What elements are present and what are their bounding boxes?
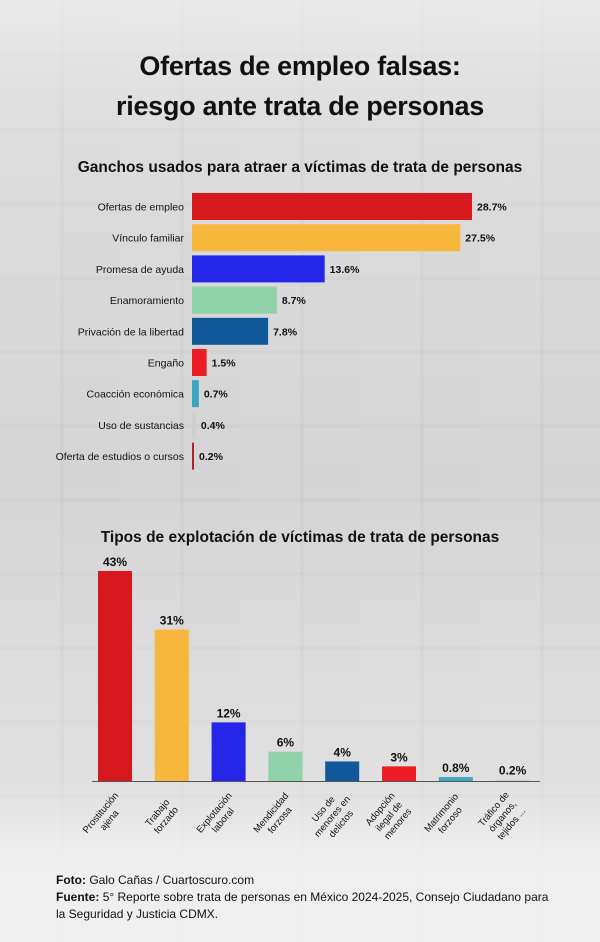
vbar-value-label-adopcion-ilegal-de-menores: 3% [390,750,408,764]
main-title: Ofertas de empleo falsas: riesgo ante tr… [0,46,600,126]
photo-credit-label: Foto: [56,873,86,887]
vbar-bar-matrimonio-forzoso [438,777,473,781]
vbar-value-label-prostitucion-ajena: 43% [103,555,127,569]
hbar-category-label-uso-de-sustancias: Uso de sustancias [98,420,184,432]
hbar-category-label-enamoramiento: Enamoramiento [110,295,184,307]
hbar-bar-promesa-de-ayuda [192,255,325,283]
hbar-bar-uso-de-sustancias [192,411,196,439]
main-title-line2: riesgo ante trata de personas [116,91,484,121]
vbar-bar-trafico-de-organos-tejidos [495,779,530,781]
vbar-bar-trabajo-forzado [154,629,189,781]
svg-text:Explotaciónlaboral: Explotaciónlaboral [195,791,244,843]
vbar-value-label-trabajo-forzado: 31% [160,614,184,628]
hbar-category-label-oferta-de-estudios-o-cursos: Oferta de estudios o cursos [56,451,184,463]
hbar-bar-privacion-de-la-libertad [192,317,269,345]
hbar-value-label-uso-de-sustancias: 0.4% [201,420,226,432]
svg-text:Matrimonioforzoso: Matrimonioforzoso [422,792,469,842]
photo-credit: Foto: Galo Cañas / Cuartoscuro.com [56,872,556,889]
vbar-value-label-explotacion-laboral: 12% [217,706,241,720]
vbar-value-label-mendicidad-forzosa: 6% [277,736,295,750]
hbar-category-label-coaccion-economica: Coacción económica [87,389,185,401]
vbar-category-label-trabajo-forzado: Trabajoforzado [143,797,181,836]
main-title-line1: Ofertas de empleo falsas: [139,51,461,81]
vbar-value-label-trafico-de-organos-tejidos: 0.2% [499,764,527,778]
hbar-value-label-oferta-de-estudios-o-cursos: 0.2% [199,451,224,463]
svg-text:Trabajoforzado: Trabajoforzado [143,797,181,836]
hbar-category-label-ofertas-de-empleo: Ofertas de empleo [98,202,185,214]
vbar-category-label-trafico-de-organos-tejidos: Tráfico deórganos,tejidos ... [476,790,529,844]
vbar-chart-title: Tipos de explotación de víctimas de trat… [100,529,500,546]
hbar-value-label-engano: 1.5% [212,358,237,370]
vbar-category-label-explotacion-laboral: Explotaciónlaboral [195,791,244,843]
svg-text:Mendicidadforzosa: Mendicidadforzosa [252,791,300,843]
vbar-bar-uso-de-menores-en-delictos [325,761,360,781]
vbar-category-label-adopcion-ilegal-de-menores: Adopciónilegal demenores [364,791,416,843]
hbar-chart: Ofertas de empleo 28.7% Vínculo familiar 27… [56,193,507,470]
svg-text:Uso demenores endelictos: Uso demenores endelictos [303,787,361,847]
hbar-bar-oferta-de-estudios-o-cursos [192,442,194,470]
source-credit: Fuente: 5° Reporte sobre trata de person… [56,889,556,923]
footer: Foto: Galo Cañas / Cuartoscuro.com Fuent… [56,872,556,923]
source-credit-label: Fuente: [56,890,100,904]
vbar-category-label-mendicidad-forzosa: Mendicidadforzosa [252,791,300,843]
hbar-bar-enamoramiento [192,286,277,314]
hbar-value-label-enamoramiento: 8.7% [282,295,307,307]
hbar-category-label-privacion-de-la-libertad: Privación de la libertad [78,326,184,338]
hbar-category-label-engano: Engaño [148,358,184,370]
hbar-value-label-privacion-de-la-libertad: 7.8% [273,326,298,338]
hbar-category-label-vinculo-familiar: Vínculo familiar [112,233,184,245]
photo-credit-text: Galo Cañas / Cuartoscuro.com [89,873,255,887]
hbar-chart-title: Ganchos usados para atraer a víctimas de… [77,159,523,176]
hbar-bar-ofertas-de-empleo [192,193,472,220]
hbar-value-label-coaccion-economica: 0.7% [204,389,229,401]
vbar-category-label-matrimonio-forzoso: Matrimonioforzoso [422,792,469,842]
vbar-category-label-prostitucion-ajena: Prostituciónajena [81,791,130,843]
vbar-value-label-matrimonio-forzoso: 0.8% [442,761,470,775]
hbar-bar-coaccion-economica [192,380,199,408]
vbar-bar-explotacion-laboral [211,722,246,781]
vbar-bar-prostitucion-ajena [98,571,132,781]
svg-text:Adopciónilegal demenores: Adopciónilegal demenores [364,791,416,843]
hbar-value-label-vinculo-familiar: 27.5% [465,233,495,245]
vbar-bar-mendicidad-forzosa [268,751,303,781]
svg-text:Tráfico deórganos,tejidos ...: Tráfico deórganos,tejidos ... [476,790,529,844]
vbar-bar-adopcion-ilegal-de-menores [382,766,416,781]
hbar-bar-vinculo-familiar [192,224,461,252]
vbar-category-label-uso-de-menores-en-delictos: Uso demenores endelictos [303,787,361,847]
hbar-category-label-promesa-de-ayuda: Promesa de ayuda [96,264,184,276]
source-credit-text: 5° Reporte sobre trata de personas en Mé… [56,890,549,921]
svg-text:Prostituciónajena: Prostituciónajena [81,791,130,843]
vbar-chart: 43% Prostituciónajena 31% Trabajoforzado 12%… [81,555,540,847]
hbar-bar-engano [192,349,207,376]
hbar-value-label-promesa-de-ayuda: 13.6% [330,264,360,276]
hbar-value-label-ofertas-de-empleo: 28.7% [477,202,507,214]
vbar-value-label-uso-de-menores-en-delictos: 4% [334,745,352,759]
